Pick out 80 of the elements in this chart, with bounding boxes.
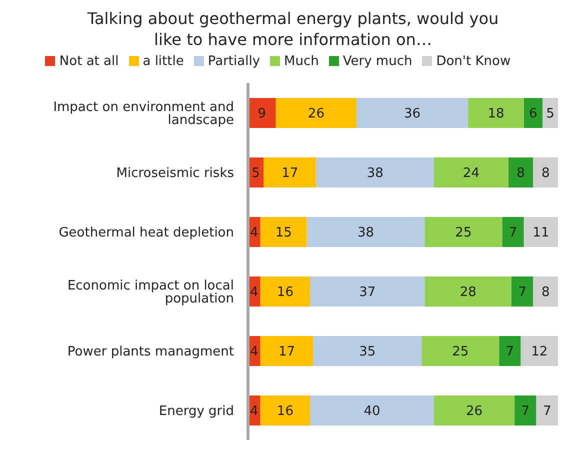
data-label: 26 — [466, 404, 483, 420]
data-label: 7 — [543, 404, 552, 420]
bar — [508, 158, 534, 188]
bar — [524, 98, 542, 128]
data-label: 18 — [488, 106, 504, 122]
legend-label: Partially — [208, 54, 260, 69]
data-label: 16 — [276, 404, 294, 420]
data-label: 26 — [308, 106, 324, 122]
bar — [424, 217, 502, 247]
bar — [468, 98, 524, 128]
bar — [313, 336, 422, 366]
bar — [533, 158, 558, 188]
data-label: 16 — [276, 285, 294, 300]
bar — [520, 336, 558, 366]
y-tick-label: Microseismic risks — [116, 166, 234, 181]
bar — [260, 217, 307, 247]
data-label: 7 — [521, 404, 530, 420]
bar — [514, 396, 536, 426]
data-label: 5 — [546, 106, 554, 122]
bar — [422, 336, 500, 366]
bar — [434, 396, 515, 426]
data-label: 4 — [250, 344, 258, 360]
data-label: 12 — [531, 344, 548, 360]
data-label: 38 — [366, 166, 384, 182]
data-label: 25 — [455, 226, 472, 241]
y-tick-label: Power plants managment — [67, 344, 234, 360]
data-label: 4 — [250, 226, 258, 241]
data-label: 7 — [508, 226, 518, 241]
data-label: 8 — [541, 285, 550, 300]
data-label: 11 — [532, 226, 550, 241]
bar — [542, 98, 558, 128]
legend-label: a little — [142, 54, 184, 69]
bar — [260, 276, 310, 306]
y-tick-label: Energy grid — [158, 404, 234, 419]
data-label: 36 — [404, 106, 421, 122]
data-label: 8 — [516, 166, 525, 182]
data-label: 15 — [275, 226, 292, 241]
data-label: 4 — [250, 404, 258, 420]
data-label: 28 — [460, 285, 476, 300]
bar — [499, 336, 521, 366]
data-label: 25 — [452, 344, 469, 360]
data-label: 4 — [250, 285, 258, 300]
data-label: 5 — [252, 166, 260, 182]
bar — [276, 98, 356, 128]
data-label: 38 — [358, 226, 374, 241]
bar — [264, 158, 316, 188]
data-label: 24 — [462, 166, 480, 182]
bar — [316, 158, 434, 188]
data-label: 17 — [282, 166, 298, 182]
legend-label: Not at all — [59, 54, 119, 69]
bar — [310, 396, 434, 426]
legend-label: Very much — [342, 54, 412, 69]
data-label: 7 — [506, 344, 514, 360]
bar — [260, 336, 314, 366]
bar — [310, 276, 425, 306]
data-label: 37 — [359, 285, 376, 300]
data-label: 35 — [359, 344, 376, 360]
bar — [260, 396, 310, 426]
legend-label: Don't Know — [436, 54, 511, 69]
data-label: 9 — [258, 106, 266, 122]
bar — [306, 217, 425, 247]
data-label: 6 — [529, 106, 538, 122]
bar — [502, 217, 524, 247]
legend-label: Much — [284, 54, 319, 69]
data-label: 40 — [364, 404, 380, 420]
data-label: 7 — [518, 285, 526, 300]
data-label: 8 — [541, 166, 550, 182]
chart-title: Talking about geothermal energy plants, would you like to have more information on… — [86, 8, 500, 50]
y-tick-label: Geothermal heat depletion — [58, 225, 234, 240]
bar — [424, 276, 512, 306]
bar — [524, 217, 558, 247]
y-tick-label: Impact on environment and landscape — [53, 100, 234, 128]
bar — [356, 98, 468, 128]
bar — [512, 276, 534, 306]
data-label: 17 — [278, 344, 296, 360]
bar — [533, 276, 558, 306]
bar — [536, 396, 558, 426]
bar — [434, 158, 508, 188]
y-tick-label: Economic impact on local population — [67, 278, 234, 306]
bar — [248, 98, 276, 128]
